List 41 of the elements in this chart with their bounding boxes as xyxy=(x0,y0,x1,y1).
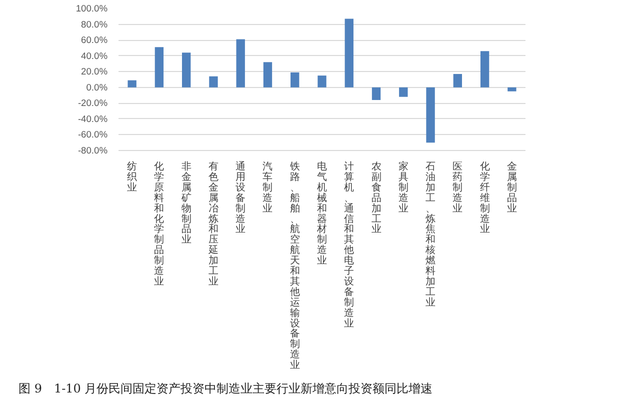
y-tick-label: 0.0% xyxy=(86,82,108,92)
x-tick-label: 医药制造业 xyxy=(452,162,463,214)
y-tick-label: 80.0% xyxy=(81,19,108,30)
category-label: 计算机、通信和其他电子设备制造业 xyxy=(344,162,354,330)
x-tick-label: 汽车制造业 xyxy=(262,160,273,214)
bar xyxy=(426,87,435,143)
bar xyxy=(399,87,408,97)
y-tick-label: 20.0% xyxy=(81,66,108,77)
y-tick-label: -80.0% xyxy=(78,146,108,156)
x-tick-label: 纺织业 xyxy=(127,160,138,194)
x-tick-label: 通用设备制造业 xyxy=(236,160,246,236)
text: 图 9 1-10 月份民间固定资产投资中制造业主要行业新增意向投资额同比增速 xyxy=(18,382,433,396)
x-tick-label: 农副食品加工业 xyxy=(371,162,382,236)
bar xyxy=(236,39,245,88)
category-label: 石油加工、炼焦和核燃料加工业 xyxy=(426,162,436,308)
category-label: 有色金属冶炼和压延加工业 xyxy=(208,162,218,288)
y-tick-label: -40.0% xyxy=(78,114,108,124)
x-tick-label: 化学纤维制造业 xyxy=(480,160,490,236)
y-tick-label: -20.0% xyxy=(78,98,108,108)
bar xyxy=(318,76,326,88)
bar xyxy=(209,76,218,88)
bar xyxy=(344,18,354,88)
category-label: 铁路、船舶、航空航天和其他运输设备制造业 xyxy=(290,162,300,372)
bar xyxy=(372,87,381,100)
bar xyxy=(290,72,300,88)
bar xyxy=(263,62,272,88)
y-tick-label: 60.0% xyxy=(81,35,108,46)
category-label: 电气机械和器材制造业 xyxy=(317,162,327,267)
y-tick-label: -60.0% xyxy=(78,130,108,140)
bar xyxy=(480,51,490,88)
bar xyxy=(154,47,164,88)
bar xyxy=(508,87,516,92)
x-tick-label: 家具制造业 xyxy=(398,160,408,214)
bar xyxy=(182,52,191,88)
bar xyxy=(128,80,136,88)
x-tick-label: 非金属矿物制品业 xyxy=(180,160,192,246)
y-tick-label: 40.0% xyxy=(81,50,108,61)
x-tick-label: 金属制品业 xyxy=(506,160,517,214)
y-tick-label: 100.0% xyxy=(76,4,108,14)
bar xyxy=(453,74,462,88)
category-label: 化学原料和化学制品制造业 xyxy=(154,162,164,288)
